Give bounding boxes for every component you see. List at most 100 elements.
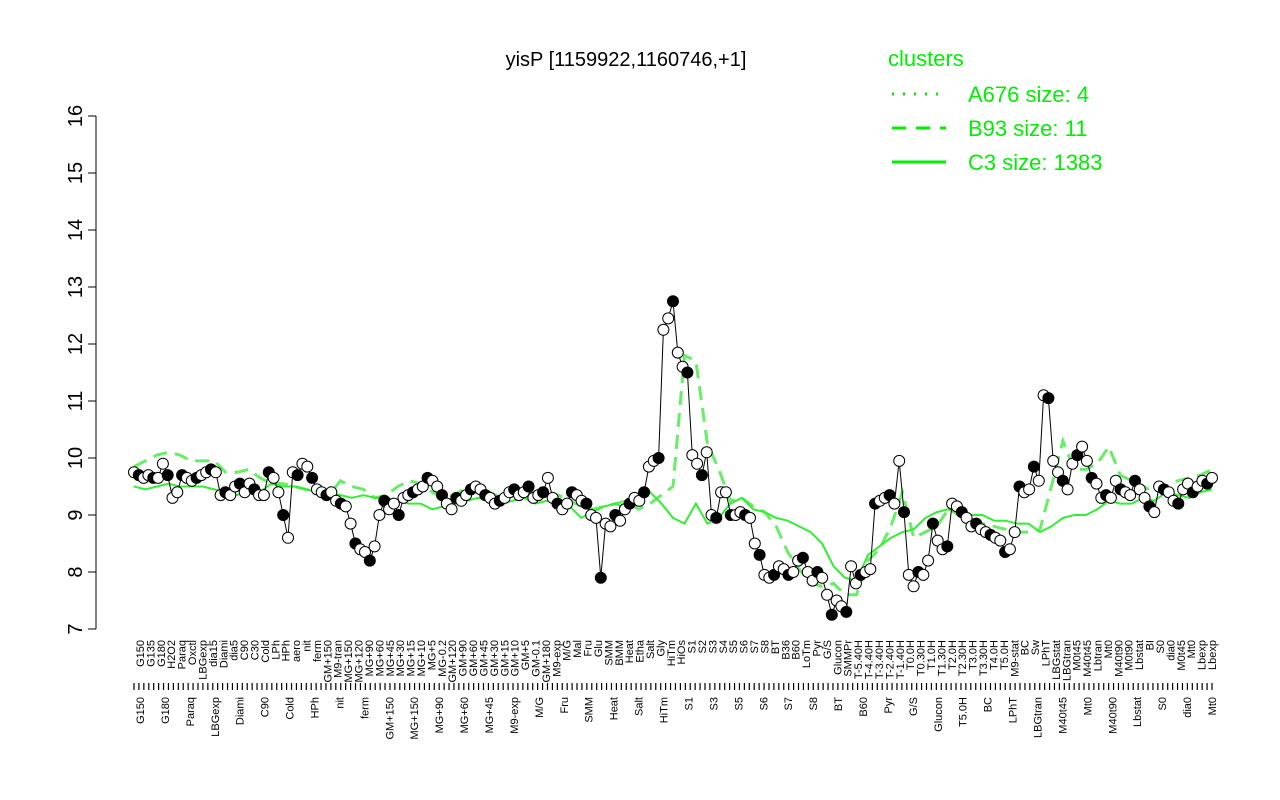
x-tick-label: T-2.40H	[884, 640, 896, 679]
legend-label: B93 size: 11	[968, 116, 1087, 141]
y-tick-label: 7	[65, 623, 87, 634]
x-tick-label: Fru	[583, 640, 595, 657]
x-tick-label: S6	[739, 640, 751, 653]
x-tick-label: Mt0	[1186, 640, 1198, 658]
data-point	[691, 457, 704, 470]
x-tick-label: SMM	[603, 640, 615, 666]
y-tick-label: 10	[65, 447, 87, 469]
x-tick-label: Glucon	[933, 697, 945, 732]
x-tick-label: BMM	[614, 640, 626, 666]
x-tick-label: Lbexp	[1197, 640, 1209, 670]
data-point	[306, 471, 319, 484]
x-tick-label: G150	[135, 640, 147, 667]
x-tick-label: Diami	[218, 640, 230, 668]
x-tick-label: LBGexp	[210, 697, 222, 737]
legend-title: clusters	[888, 46, 964, 71]
data-point	[652, 452, 665, 464]
y-tick-label: 14	[65, 219, 87, 241]
x-tick-label: MG+90	[364, 640, 376, 676]
y-tick-label: 15	[65, 162, 87, 184]
x-tick-label: G/S	[908, 697, 920, 716]
x-tick-label: LPhT	[1008, 697, 1020, 724]
x-tick-label: GM+120	[447, 640, 459, 683]
data-point	[926, 517, 939, 530]
x-tick-label: LoTm	[801, 640, 813, 668]
legend-label: A676 size: 4	[968, 82, 1089, 107]
data-point	[671, 346, 684, 359]
data-point	[662, 312, 675, 325]
x-tick-label: G/S	[822, 640, 834, 659]
x-tick-label: S2	[697, 640, 709, 653]
data-point	[1008, 526, 1021, 539]
x-tick-label: Etha	[635, 639, 647, 663]
x-tick-label: GM+180	[541, 640, 553, 683]
x-tick-label: Heat	[624, 640, 636, 663]
x-tick-label: M40t90	[1107, 697, 1119, 734]
x-tick-label: T0.30H	[916, 640, 928, 676]
x-tick-label: B60	[858, 697, 870, 717]
x-tick-label: M9-exp	[551, 640, 563, 677]
cluster-b93-line	[133, 353, 1213, 597]
x-tick-label: T2.0H	[947, 640, 959, 670]
gene-line	[128, 295, 1218, 621]
data-point	[821, 588, 833, 601]
x-tick-label: BT	[833, 697, 845, 711]
x-tick-label: ferm	[359, 697, 371, 719]
x-tick-label: M0t45	[1176, 640, 1188, 671]
y-tick-label: 16	[65, 105, 87, 127]
x-tick-label: LBGtran	[1032, 697, 1044, 738]
x-tick-label: T5.0H	[999, 640, 1011, 670]
data-point	[1104, 491, 1117, 504]
x-tick-label: MG+150	[343, 640, 355, 683]
x-tick-label: M40t45	[1057, 697, 1069, 734]
data-point	[1124, 489, 1137, 502]
data-point	[445, 503, 458, 516]
x-tick-label: G150	[135, 697, 147, 724]
data-point	[291, 469, 304, 482]
x-tick-label: S6	[758, 697, 770, 710]
chart-title: yisP [1159922,1160746,+1]	[506, 49, 747, 71]
data-point	[1076, 440, 1089, 453]
x-tick-label: MG-0.2	[437, 640, 449, 677]
data-point	[907, 580, 920, 593]
legend-label: C3 size: 1383	[968, 150, 1103, 175]
x-tick-label: Mt0	[1207, 697, 1219, 715]
data-point	[282, 531, 294, 544]
data-point	[1061, 483, 1074, 496]
data-point	[387, 497, 400, 510]
data-point	[161, 469, 174, 482]
legend-entries: A676 size: 4 B93 size: 11 C3 size: 1383	[892, 82, 1103, 175]
x-tick-label: MG+60	[374, 640, 386, 676]
x-tick-label: M9-tran	[333, 640, 345, 678]
data-point	[787, 566, 800, 578]
x-tick-label: Mt0	[1082, 697, 1094, 715]
data-point	[580, 497, 593, 510]
x-tick-label: MG+45	[484, 697, 496, 733]
x-tick-label: HPh	[281, 640, 293, 661]
x-tick-label: H2O2	[166, 640, 178, 669]
data-point	[657, 323, 670, 336]
x-tick-label: M40t90	[1113, 640, 1125, 677]
x-tick-label: Sw	[1030, 640, 1042, 655]
data-point	[156, 457, 169, 470]
x-tick-label: T2.30H	[957, 640, 969, 676]
x-tick-label: S3	[708, 697, 720, 710]
legend: clusters A676 size: 4 B93 size: 11 C3 size…	[888, 46, 1103, 175]
data-point	[339, 500, 352, 513]
x-tick-label: T1.0H	[926, 640, 938, 670]
y-axis: 7 8 9 10 11 12 13 14 15 16	[65, 105, 97, 635]
x-tick-label: T3.0H	[968, 640, 980, 670]
data-point	[840, 605, 853, 618]
x-tick-label: HPh	[310, 697, 322, 718]
x-tick-label: Pyr	[812, 640, 824, 657]
x-tick-label: M/G	[562, 640, 574, 661]
x-tick-label: BI	[1145, 640, 1157, 650]
data-point	[994, 534, 1007, 547]
x-axis: G150G135G180H2O2ParaqOxctlLBGexpdia15Dia…	[133, 639, 1219, 740]
x-tick-label: C90	[260, 697, 272, 717]
x-tick-label: Diami	[235, 697, 247, 725]
x-tick-label: LBGtran	[1061, 640, 1073, 681]
x-tick-label: LPh	[270, 640, 282, 660]
x-tick-label: T-5.40H	[853, 640, 865, 679]
data-point	[277, 509, 290, 521]
